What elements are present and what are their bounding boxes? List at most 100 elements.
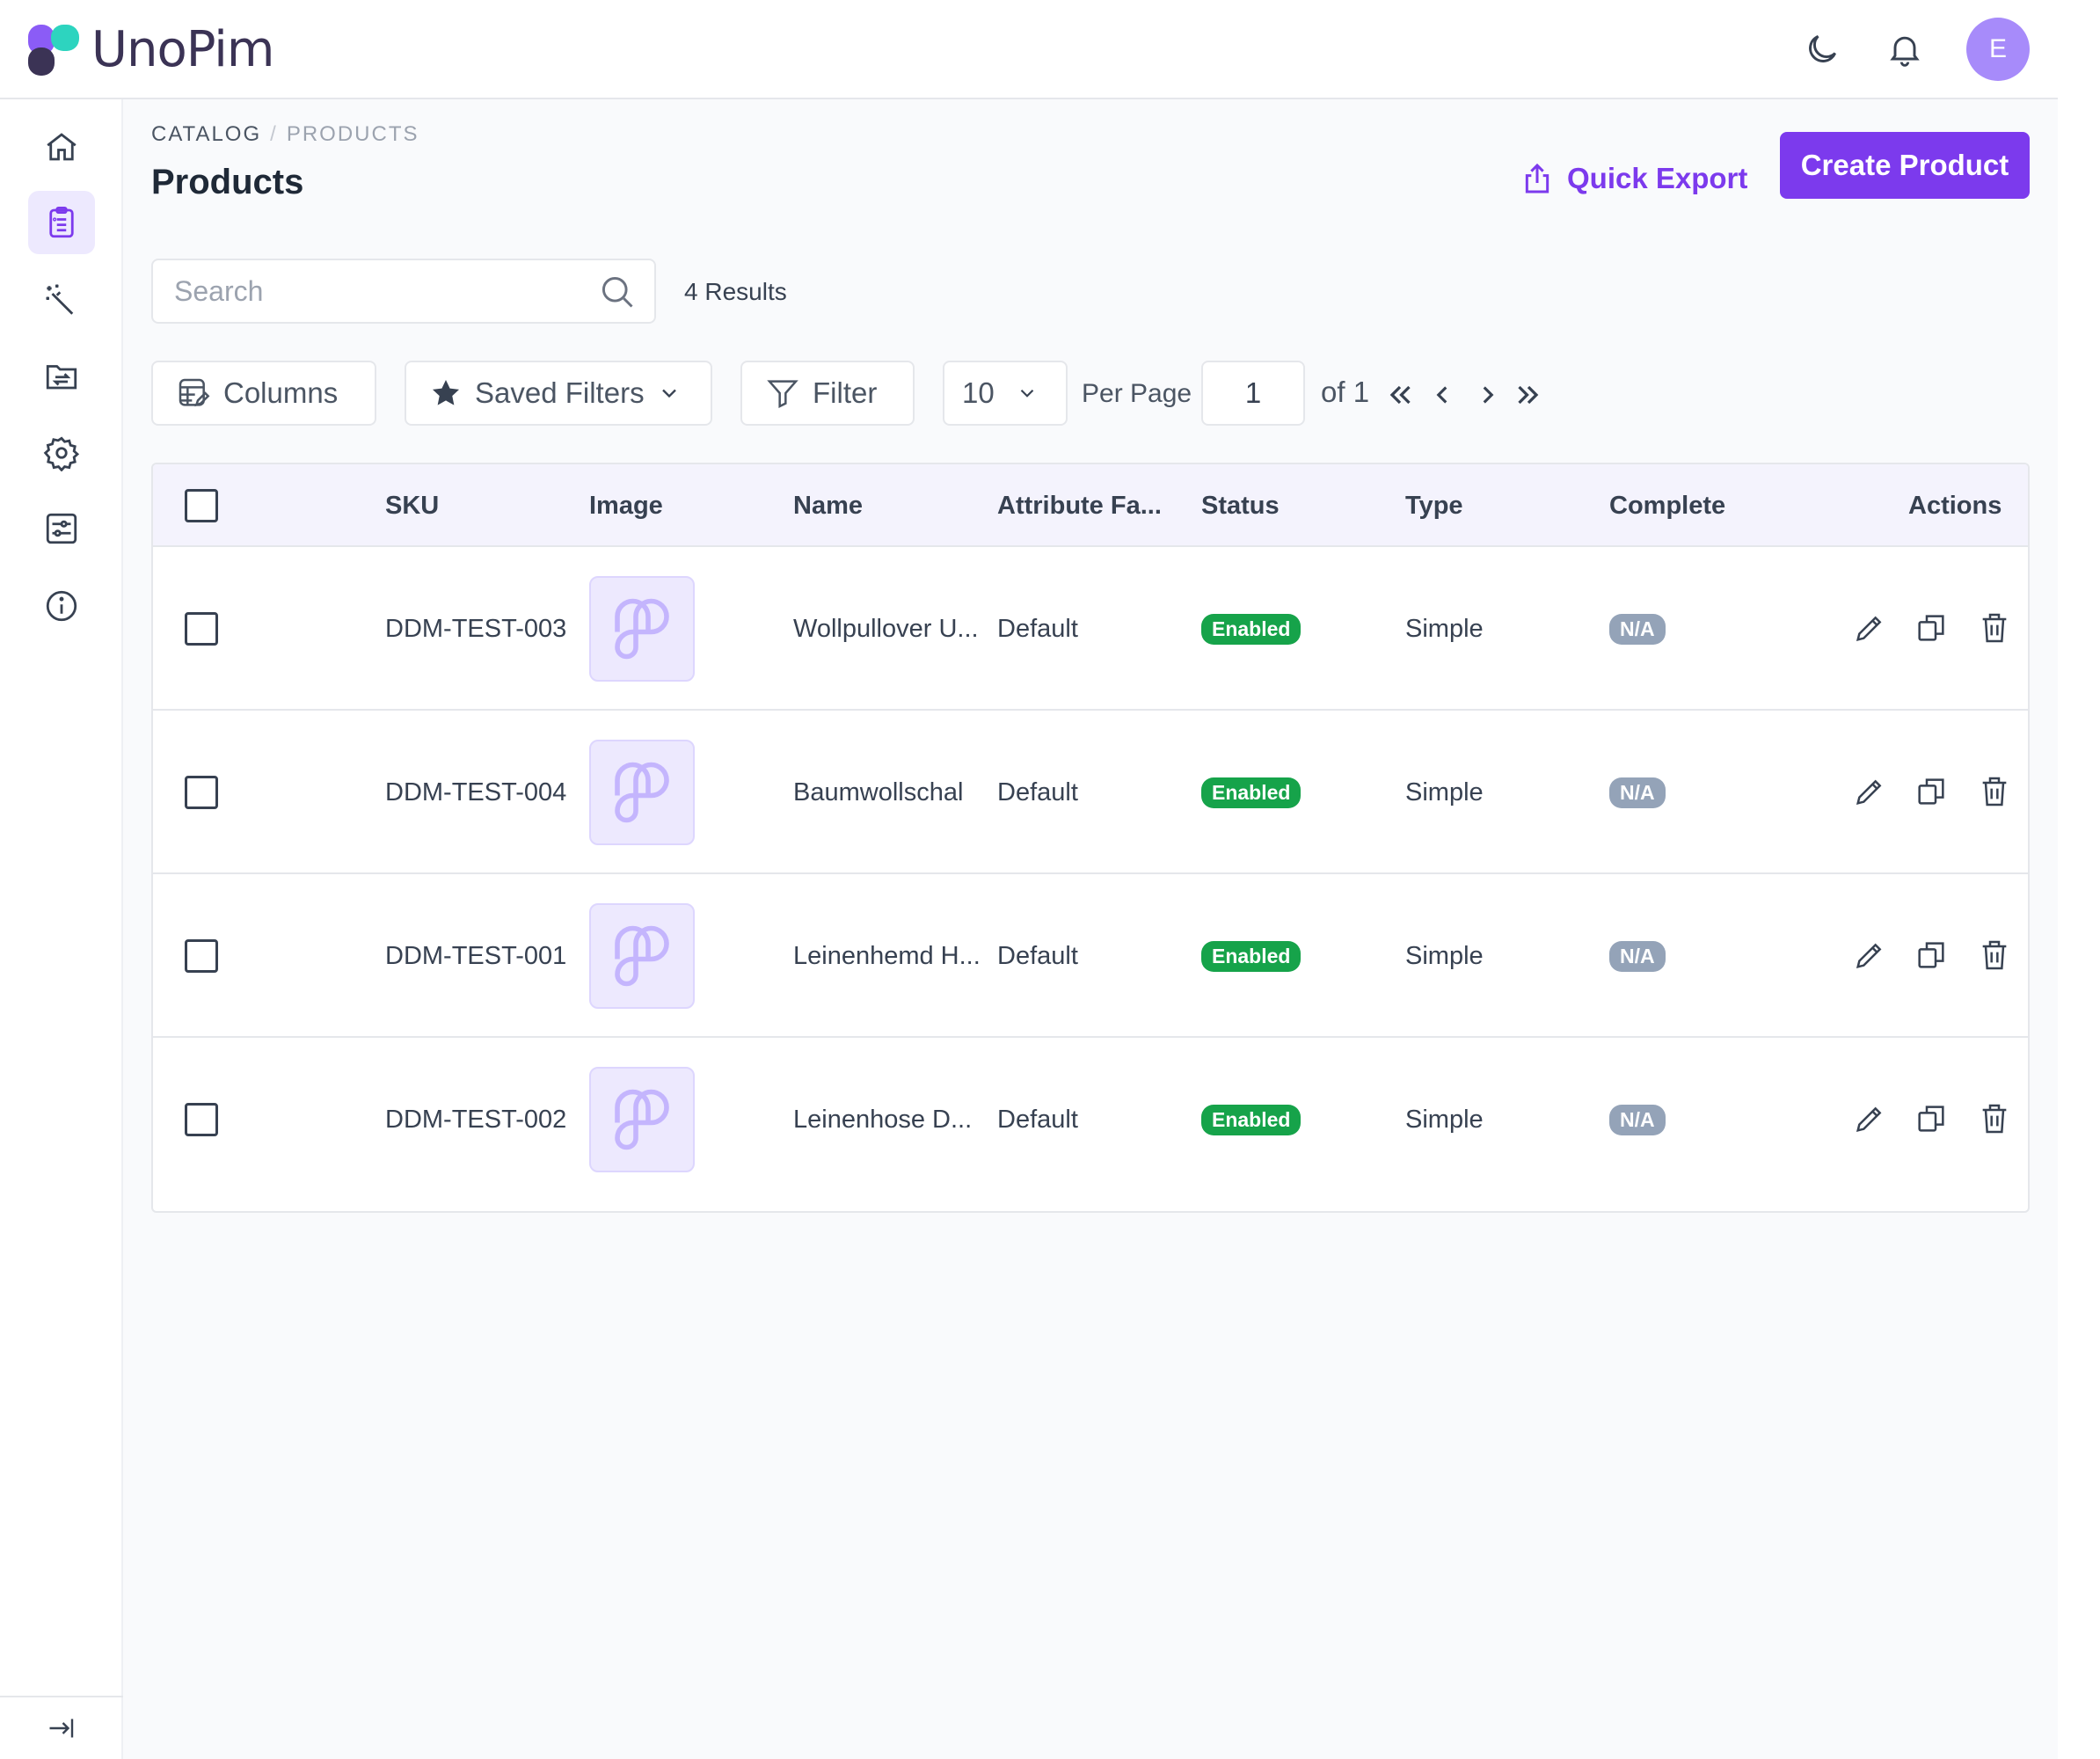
copy-icon[interactable] <box>1912 609 1951 647</box>
copy-icon[interactable] <box>1912 772 1951 811</box>
search-icon[interactable] <box>598 273 637 316</box>
product-placeholder-image <box>589 576 695 682</box>
placeholder-logo-icon <box>615 598 669 660</box>
select-all-cell <box>185 464 218 547</box>
column-header-actions: Actions <box>1908 491 2002 520</box>
name-cell[interactable]: Leinenhemd H... <box>793 941 981 970</box>
table-row: DDM-TEST-003 Wollpullover U... Default E… <box>153 547 2028 711</box>
app-logo[interactable]: UnoPim <box>26 21 274 78</box>
sku-cell: DDM-TEST-002 <box>385 1105 567 1134</box>
row-select-cell <box>185 711 218 874</box>
page-number-input[interactable]: 1 <box>1201 361 1305 426</box>
row-checkbox[interactable] <box>185 612 218 646</box>
copy-icon[interactable] <box>1912 1099 1951 1138</box>
per-page-label: Per Page <box>1082 379 1192 408</box>
sidebar-item-data-transfer[interactable] <box>28 344 95 407</box>
status-cell: Enabled <box>1201 711 1302 874</box>
status-cell: Enabled <box>1201 1038 1302 1201</box>
app-name: UnoPim <box>91 21 274 78</box>
breadcrumb-separator: / <box>270 122 278 146</box>
saved-filters-dropdown[interactable]: Saved Filters <box>405 361 712 426</box>
columns-button[interactable]: Columns <box>151 361 376 426</box>
row-checkbox[interactable] <box>185 776 218 809</box>
copy-icon[interactable] <box>1912 936 1951 974</box>
edit-pencil-icon[interactable] <box>1850 936 1889 974</box>
type-cell: Simple <box>1405 614 1484 643</box>
edit-pencil-icon[interactable] <box>1850 609 1889 647</box>
sku-cell: DDM-TEST-001 <box>385 941 567 970</box>
complete-cell: N/A <box>1609 874 1666 1038</box>
edit-pencil-icon[interactable] <box>1850 1099 1889 1138</box>
magic-wand-icon <box>46 284 74 315</box>
create-product-button[interactable]: Create Product <box>1780 132 2030 199</box>
first-page-icon[interactable] <box>1382 377 1418 412</box>
placeholder-logo-icon <box>615 1089 669 1150</box>
sku-cell: DDM-TEST-003 <box>385 614 567 643</box>
search-input[interactable] <box>153 260 558 322</box>
filter-button[interactable]: Filter <box>740 361 915 426</box>
status-badge: Enabled <box>1201 613 1302 645</box>
per-page-value: 10 <box>962 376 995 409</box>
page-title: Products <box>151 163 304 201</box>
status-badge: Enabled <box>1201 777 1302 808</box>
sidebar-item-dashboard[interactable] <box>28 115 95 179</box>
delete-trash-icon[interactable] <box>1975 772 2014 811</box>
top-bar: UnoPim E <box>0 0 2058 99</box>
table-header: SKU Image Name Attribute Fa... Status Ty… <box>153 464 2028 547</box>
per-page-select[interactable]: 10 <box>943 361 1068 426</box>
delete-trash-icon[interactable] <box>1975 1099 2014 1138</box>
breadcrumb: CATALOG / PRODUCTS <box>151 122 419 147</box>
collapse-arrow-icon <box>49 1719 74 1738</box>
delete-trash-icon[interactable] <box>1975 609 2014 647</box>
table-row: DDM-TEST-004 Baumwollschal Default Enabl… <box>153 711 2028 874</box>
edit-pencil-icon[interactable] <box>1850 772 1889 811</box>
name-cell[interactable]: Wollpullover U... <box>793 614 979 643</box>
complete-cell: N/A <box>1609 1038 1666 1201</box>
column-header-sku[interactable]: SKU <box>385 491 440 520</box>
attribute-family-cell: Default <box>997 1105 1078 1134</box>
sidebar-item-configuration[interactable] <box>28 497 95 560</box>
select-all-checkbox[interactable] <box>185 489 218 522</box>
notifications-bell-icon[interactable] <box>1884 28 1926 70</box>
row-select-cell <box>185 1038 218 1201</box>
column-header-name[interactable]: Name <box>793 491 863 520</box>
status-cell: Enabled <box>1201 547 1302 711</box>
row-checkbox[interactable] <box>185 939 218 973</box>
info-icon <box>46 590 77 622</box>
home-icon <box>47 133 77 161</box>
last-page-icon[interactable] <box>1511 377 1546 412</box>
complete-cell: N/A <box>1609 547 1666 711</box>
dark-mode-moon-icon[interactable] <box>1801 28 1843 70</box>
delete-trash-icon[interactable] <box>1975 936 2014 974</box>
sidebar-item-help[interactable] <box>28 574 95 638</box>
complete-badge: N/A <box>1609 777 1666 808</box>
sidebar-item-magic-ai[interactable] <box>28 268 95 332</box>
product-placeholder-image <box>589 740 695 845</box>
sidebar-item-catalog[interactable] <box>28 191 95 254</box>
previous-page-icon[interactable] <box>1425 377 1460 412</box>
column-header-complete[interactable]: Complete <box>1609 491 1726 520</box>
quick-export-button[interactable]: Quick Export <box>1520 147 1747 210</box>
user-avatar[interactable]: E <box>1966 18 2030 81</box>
column-header-attribute-family[interactable]: Attribute Fa... <box>997 491 1162 520</box>
name-cell[interactable]: Leinenhose D... <box>793 1105 973 1134</box>
export-icon <box>1525 163 1549 193</box>
column-header-type[interactable]: Type <box>1405 491 1463 520</box>
image-cell <box>589 874 695 1038</box>
status-cell: Enabled <box>1201 874 1302 1038</box>
clipboard-list-icon <box>49 206 74 238</box>
column-header-status[interactable]: Status <box>1201 491 1280 520</box>
name-cell[interactable]: Baumwollschal <box>793 777 964 807</box>
quick-export-label: Quick Export <box>1567 162 1748 194</box>
complete-badge: N/A <box>1609 940 1666 972</box>
columns-label: Columns <box>223 376 339 409</box>
row-checkbox[interactable] <box>185 1103 218 1136</box>
collapse-sidebar-button[interactable] <box>0 1696 123 1759</box>
attribute-family-cell: Default <box>997 941 1078 970</box>
breadcrumb-catalog[interactable]: CATALOG <box>151 122 262 146</box>
product-placeholder-image <box>589 903 695 1009</box>
next-page-icon[interactable] <box>1470 377 1506 412</box>
type-cell: Simple <box>1405 777 1484 807</box>
sidebar-item-settings[interactable] <box>28 421 95 485</box>
chevron-down-icon <box>661 389 676 398</box>
